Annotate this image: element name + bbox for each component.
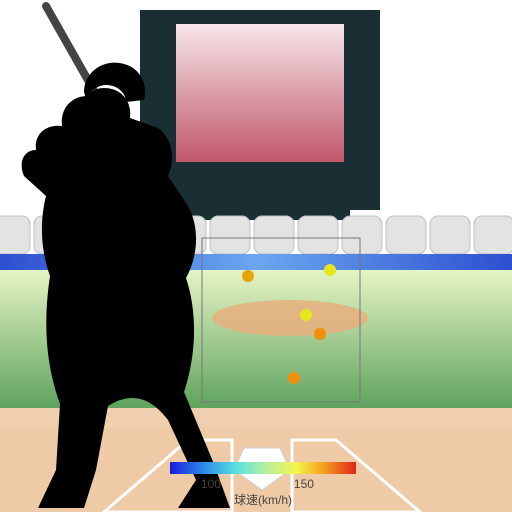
stand-section	[210, 216, 250, 254]
stand-section	[298, 216, 338, 254]
stand-section	[386, 216, 426, 254]
stand-section	[254, 216, 294, 254]
pitch-marker	[242, 270, 254, 282]
stand-section	[342, 216, 382, 254]
colorbar-label: 球速(km/h)	[234, 493, 292, 507]
batter-hands	[92, 104, 116, 128]
scoreboard-screen	[176, 24, 344, 162]
speed-colorbar	[170, 462, 356, 474]
colorbar-tick: 100	[201, 477, 221, 491]
pitchers-mound	[212, 300, 368, 336]
colorbar-tick: 150	[294, 477, 314, 491]
pitch-location-chart: 100 150球速(km/h)	[0, 0, 512, 512]
pitch-marker	[314, 328, 326, 340]
pitch-marker	[300, 309, 312, 321]
pitch-marker	[288, 372, 300, 384]
stand-section	[0, 216, 30, 254]
pitch-marker	[324, 264, 336, 276]
stand-section	[474, 216, 512, 254]
stand-section	[430, 216, 470, 254]
